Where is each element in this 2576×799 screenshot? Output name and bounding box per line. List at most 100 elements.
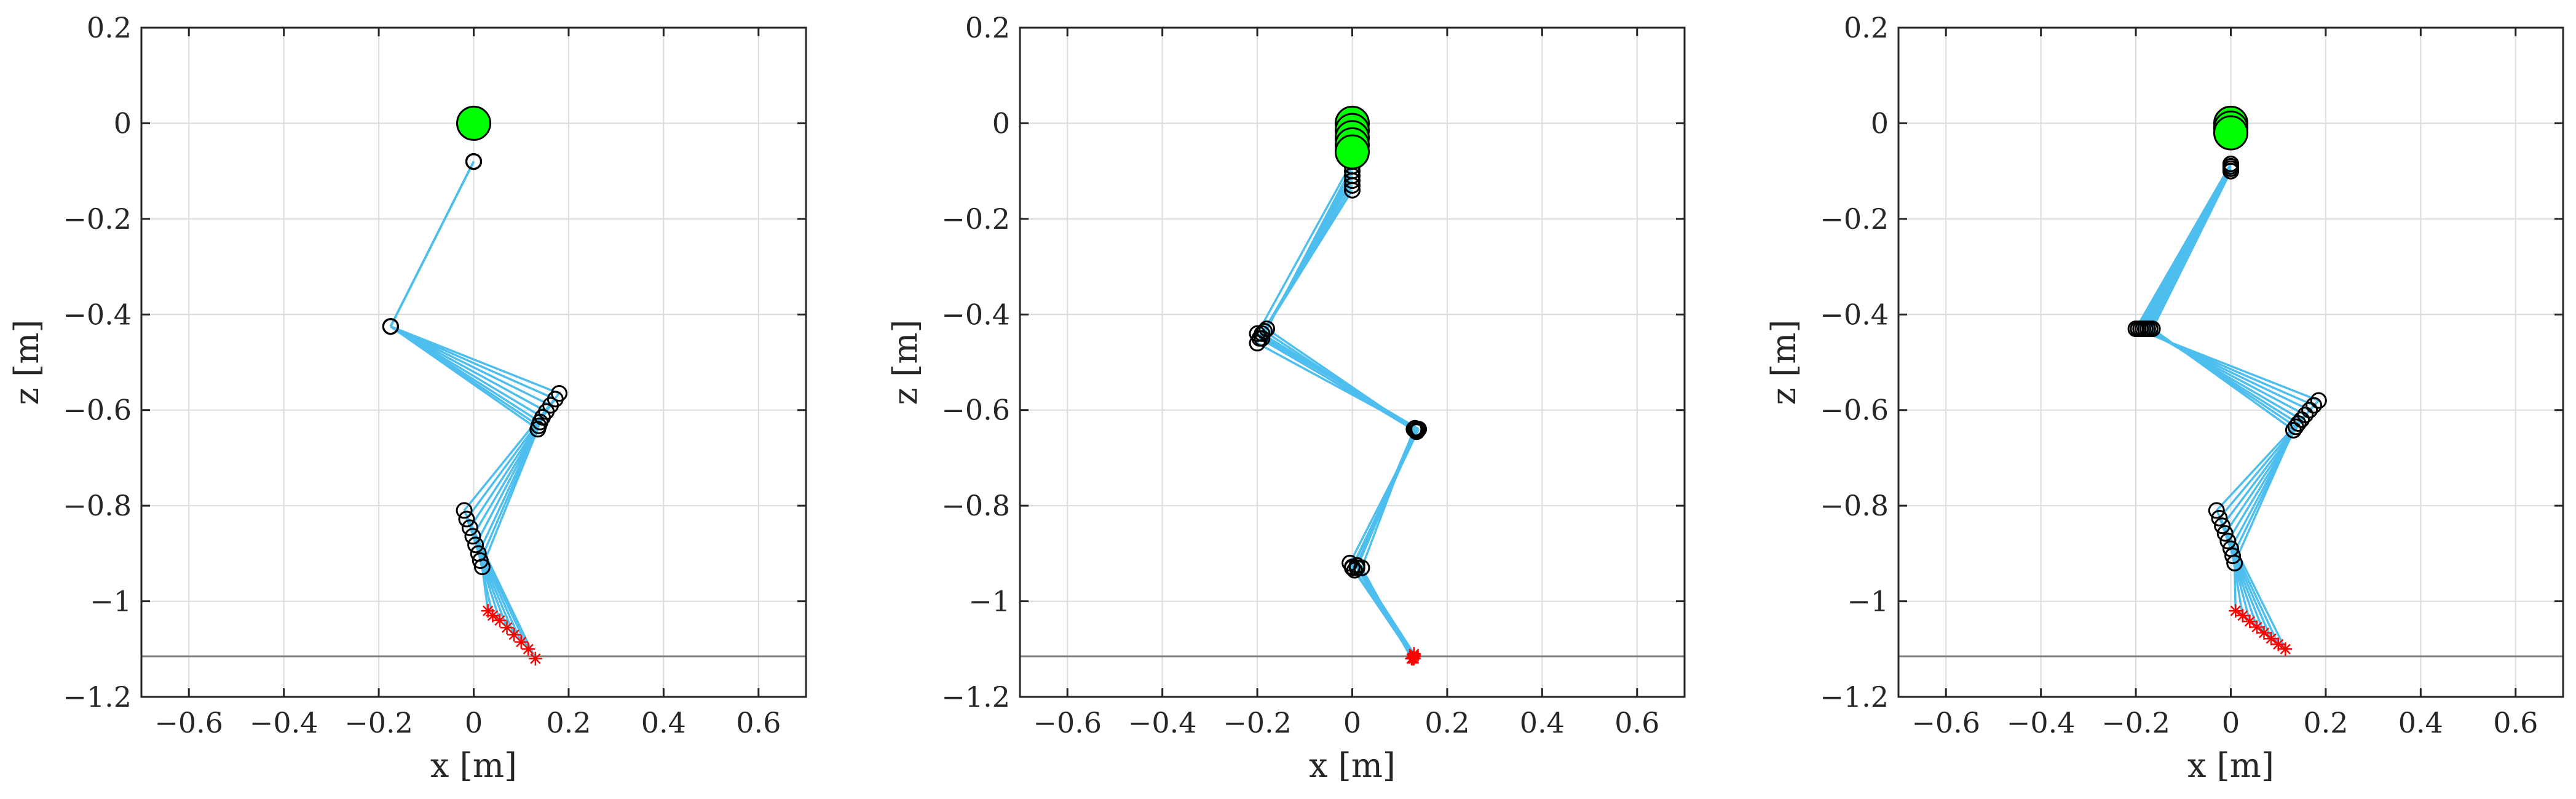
x-tick-label: −0.4 (1128, 706, 1197, 739)
x-tick-label: 0.6 (1614, 706, 1659, 739)
x-tick-label: 0.4 (2398, 706, 2443, 739)
joint-marker (1407, 421, 1424, 438)
y-tick-label: −0.6 (63, 394, 132, 427)
foot-marker (481, 604, 495, 618)
leg-link (390, 325, 551, 407)
foot-marker (2257, 626, 2271, 640)
joint-marker (465, 153, 482, 170)
x-tick-label: 0.4 (1520, 706, 1565, 739)
y-axis-label: z [m] (886, 320, 925, 405)
leg-kinematics-plot-2: −0.6 −0.4 −0.2 0 0.2 0.4 0.6 −1.2 −1 −0.8 −0.6 −0.4… (886, 11, 1686, 785)
joint-marker (1348, 559, 1365, 576)
leg-link (481, 429, 539, 568)
x-tick-label: 0 (2222, 706, 2240, 739)
joint-marker (2285, 421, 2302, 439)
y-tick-label: −0.2 (1820, 202, 1889, 236)
y-tick-label: −0.8 (63, 489, 132, 522)
hip-marker (2213, 115, 2248, 151)
joint-marker (382, 318, 399, 335)
joint-marker (458, 511, 475, 528)
leg-link (1258, 189, 1353, 340)
hip-marker (1335, 134, 1370, 170)
foot-marker (492, 613, 507, 627)
x-tick-label: 0.2 (1424, 706, 1469, 739)
y-tick-label: 0 (1871, 106, 1889, 140)
y-tick-label: −1.2 (941, 680, 1010, 714)
foot-marker-stroke (501, 622, 513, 633)
foot-marker (2229, 604, 2243, 618)
joint-marker (529, 421, 547, 438)
leg-link (390, 325, 547, 413)
x-tick-label: 0.4 (641, 706, 686, 739)
joint-marker (2305, 397, 2323, 414)
foot-marker-stroke (494, 615, 505, 626)
x-tick-label: 0 (1343, 706, 1361, 739)
joint-marker (1251, 330, 1268, 347)
leg-link (2151, 170, 2232, 330)
foot-marker-stroke (508, 629, 520, 640)
leg-link (390, 325, 560, 395)
joint-marker (1344, 177, 1361, 194)
joint-marker (2287, 418, 2304, 435)
joint-marker (2310, 392, 2327, 409)
leg-link (2152, 328, 2294, 431)
joint-marker (2222, 162, 2239, 180)
foot-marker-stroke (2280, 643, 2291, 654)
foot-marker (528, 651, 542, 666)
x-tick-label: −0.6 (154, 706, 223, 739)
foot-marker-stroke (523, 643, 534, 654)
joint-marker (1344, 172, 1361, 189)
x-tick-label: −0.4 (2007, 706, 2076, 739)
x-tick-label: −0.6 (1911, 706, 1980, 739)
x-axis-label: x [m] (430, 746, 517, 785)
leg-link (463, 392, 560, 512)
foot-marker-stroke (530, 653, 541, 664)
foot-marker-stroke (487, 610, 498, 621)
joint-marker (467, 536, 484, 554)
y-tick-label: −1.2 (1820, 680, 1889, 714)
x-tick-label: 0.2 (546, 706, 591, 739)
y-tick-label: −0.2 (63, 202, 132, 236)
leg-link (2149, 168, 2232, 330)
joint-marker (464, 528, 481, 545)
joint-marker (1344, 181, 1361, 199)
y-tick-label: −0.6 (1820, 394, 1889, 427)
foot-marker (1405, 651, 1420, 666)
y-tick-label: −1 (90, 585, 132, 618)
joint-marker (461, 519, 478, 536)
foot-marker (2250, 620, 2264, 634)
y-tick-label: −0.4 (941, 298, 1010, 331)
joint-marker (456, 502, 473, 519)
leg-link (1256, 161, 1354, 335)
leg-link (390, 325, 539, 431)
joint-marker (2144, 320, 2161, 338)
foot-marker-stroke (2251, 621, 2262, 633)
y-tick-label: 0.2 (1844, 11, 1889, 44)
foot-marker-stroke (2230, 605, 2241, 616)
joint-marker (1346, 562, 1363, 579)
x-tick-label: −0.2 (2101, 706, 2170, 739)
y-axis-label: z [m] (1764, 320, 1803, 405)
foot-marker-stroke (2266, 633, 2277, 644)
y-tick-label: 0.2 (965, 11, 1010, 44)
y-tick-label: 0 (114, 106, 132, 140)
x-tick-label: 0.2 (2303, 706, 2348, 739)
x-axis-label: x [m] (1309, 746, 1396, 785)
foot-marker (2278, 642, 2293, 656)
leg-link (1356, 567, 1414, 659)
y-tick-label: 0 (992, 106, 1010, 140)
foot-marker-stroke (2237, 610, 2248, 621)
y-tick-label: −0.6 (941, 394, 1010, 427)
x-tick-label: −0.6 (1033, 706, 1102, 739)
y-tick-label: −1 (968, 585, 1010, 618)
foot-marker (2235, 608, 2250, 622)
foot-marker-stroke (483, 605, 494, 616)
leg-link (463, 510, 537, 659)
x-tick-label: −0.2 (1223, 706, 1292, 739)
joint-marker (2301, 402, 2318, 419)
foot-marker-stroke (2244, 616, 2255, 627)
leg-kinematics-plot-1: −0.6 −0.4 −0.2 0 0.2 0.4 0.6 −1.2 −1 −0.8 −0.6 −0.4… (7, 11, 807, 785)
y-tick-label: −1.2 (63, 680, 132, 714)
leg-link (390, 325, 556, 400)
